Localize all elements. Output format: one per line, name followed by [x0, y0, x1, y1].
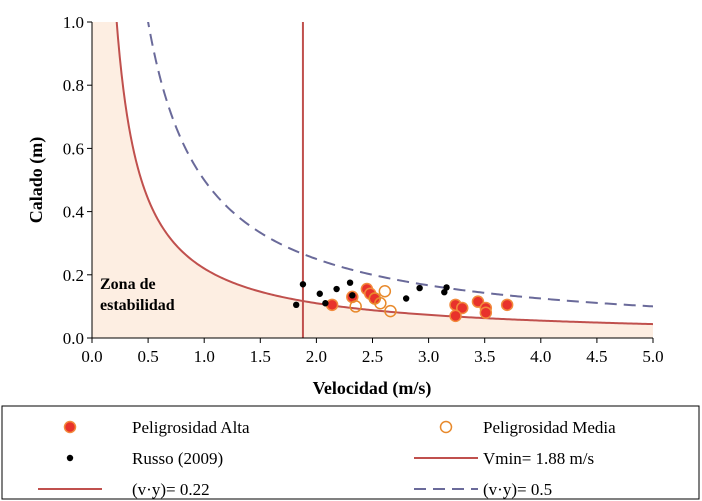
point-media: [384, 304, 397, 318]
point-russo: [441, 288, 448, 296]
legend-label: (v·y)= 0.5: [483, 480, 552, 499]
x-tick-label: 0.5: [137, 347, 158, 366]
x-axis-title: Velocidad (m/s): [313, 378, 432, 399]
point-alta: [456, 301, 469, 315]
y-tick-label: 0.8: [63, 76, 84, 95]
point-media: [378, 284, 392, 298]
curves: [115, 22, 653, 326]
x-tick-label: 0.0: [81, 347, 102, 366]
zone-annotation: Zona de estabilidad: [100, 276, 175, 314]
point-russo: [402, 295, 410, 302]
point-russo: [299, 281, 307, 288]
legend-label: Peligrosidad Media: [483, 418, 616, 437]
x-tick-label: 2.5: [362, 347, 383, 366]
stability-zone-fill: [92, 22, 653, 338]
curve-vy-022: [115, 22, 653, 326]
legend-label: Russo (2009): [132, 449, 223, 468]
point-russo: [293, 301, 300, 309]
y-tick-label: 0.4: [63, 203, 85, 222]
point-alta: [325, 298, 339, 312]
x-tick-label: 4.0: [530, 347, 551, 366]
y-tick-label: 0.6: [63, 139, 84, 158]
point-alta: [449, 309, 462, 323]
x-tick-label: 4.5: [586, 347, 607, 366]
point-alta: [500, 298, 514, 312]
point-russo: [349, 292, 356, 299]
point-alta: [479, 306, 493, 319]
legend-label: (v·y)= 0.22: [132, 480, 210, 499]
axes: 0.0 0.5 1.0 1.5 2.0 2.5 3.0 3.5 4.0 4.5 5.0 0.0 0.2 0…: [63, 13, 664, 366]
curve-vy-05: [147, 22, 653, 308]
zone-label-line2: estabilidad: [100, 297, 175, 314]
point-media: [349, 300, 362, 313]
point-russo: [322, 300, 329, 307]
x-tick-label: 1.0: [194, 347, 215, 366]
zone-label-line1: Zona de: [100, 276, 156, 293]
point-russo: [443, 284, 450, 291]
x-tick-label: 3.0: [418, 347, 439, 366]
legend-box: [1, 405, 700, 500]
x-tick-label: 1.5: [250, 347, 271, 366]
point-russo: [316, 290, 323, 297]
legend-label: Peligrosidad Alta: [132, 418, 250, 437]
legend: Peligrosidad Alta Peligrosidad Media Russo…: [1, 405, 700, 500]
y-tick-label: 0.2: [63, 266, 84, 285]
point-russo: [416, 284, 423, 292]
legend-symbol-russo: [66, 454, 74, 462]
x-tick-label: 2.0: [306, 347, 327, 366]
point-media: [374, 296, 387, 310]
x-tick-label: 3.5: [474, 347, 495, 366]
legend-symbol-alta: [63, 420, 77, 434]
stability-zone: [92, 22, 653, 338]
point-russo: [346, 279, 354, 286]
y-tick-label: 0.0: [63, 329, 84, 348]
y-tick-label: 1.0: [63, 13, 84, 32]
legend-label: Vmin= 1.88 m/s: [483, 449, 594, 468]
y-axis-title: Calado (m): [26, 137, 47, 224]
data-points: [293, 279, 514, 323]
point-russo: [333, 285, 340, 293]
x-tick-label: 5.0: [642, 347, 663, 366]
legend-symbol-media: [439, 420, 453, 434]
